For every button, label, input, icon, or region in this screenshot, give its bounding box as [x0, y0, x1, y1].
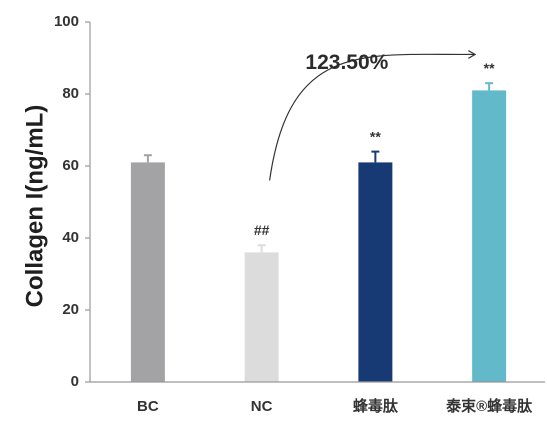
y-tick-label: 20 [62, 301, 79, 318]
significance-mark: ** [484, 60, 495, 76]
increase-arrow [269, 54, 475, 181]
bars-group [130, 90, 507, 383]
y-tick-label: 40 [62, 229, 79, 246]
increase-percentage-label: 123.50% [305, 51, 388, 74]
y-tick-label: 60 [62, 157, 79, 174]
y-axis-title: Collagen I(ng/mL) [21, 105, 48, 308]
significance-labels-group: ## ** ** [254, 60, 495, 238]
error-bars-group [143, 82, 494, 253]
y-ticks-group: 0 20 40 60 80 100 [54, 13, 90, 390]
bar [130, 162, 165, 382]
x-category-label: 蜂毒肽 [353, 397, 399, 415]
x-category-label: 泰束®蜂毒肽 [445, 397, 533, 415]
significance-mark: ## [254, 222, 270, 238]
x-category-label: BC [137, 398, 159, 415]
x-labels-group: BC NC 蜂毒肽 泰束®蜂毒肽 [137, 397, 533, 415]
bar [244, 252, 279, 382]
y-tick-label: 80 [62, 85, 79, 102]
y-tick-label: 100 [54, 13, 79, 30]
bar [472, 90, 507, 383]
x-category-label: NC [251, 398, 273, 415]
significance-mark: ** [370, 129, 381, 145]
bar [358, 162, 393, 382]
y-tick-label: 0 [71, 373, 79, 390]
